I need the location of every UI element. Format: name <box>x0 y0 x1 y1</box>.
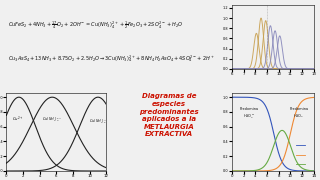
Text: Predomina
HSO$_4$: Predomina HSO$_4$ <box>290 107 308 120</box>
Text: $Cu_3AsS_4 + 13NH_3 + 8.75O_2 + 2.5H_2O \rightarrow 3Cu(NH_3)_4^{2+} + 8NH_4H_2A: $Cu_3AsS_4 + 13NH_3 + 8.75O_2 + 2.5H_2O … <box>8 53 215 64</box>
Text: $Cu^{2+}$: $Cu^{2+}$ <box>12 114 24 124</box>
Text: Predomina
HSO$_4^-$: Predomina HSO$_4^-$ <box>240 107 259 120</box>
Text: Diagramas de
especies
predominantes
aplicados a la
METLAURGIA
EXTRACTIVA: Diagramas de especies predominantes apli… <box>139 93 199 137</box>
Text: $Cu(NH_3)_4^{2+}$: $Cu(NH_3)_4^{2+}$ <box>42 115 62 124</box>
Text: $Cu(NH_3)_2^{+}$: $Cu(NH_3)_2^{+}$ <box>89 117 107 126</box>
Text: $CuFeS_2 + 4NH_3 + \frac{17}{4}O_2 + 2OH^- = Cu(NH_3)_4^{2+} + \frac{1}{2}Fe_2O_: $CuFeS_2 + 4NH_3 + \frac{17}{4}O_2 + 2OH… <box>8 19 184 31</box>
